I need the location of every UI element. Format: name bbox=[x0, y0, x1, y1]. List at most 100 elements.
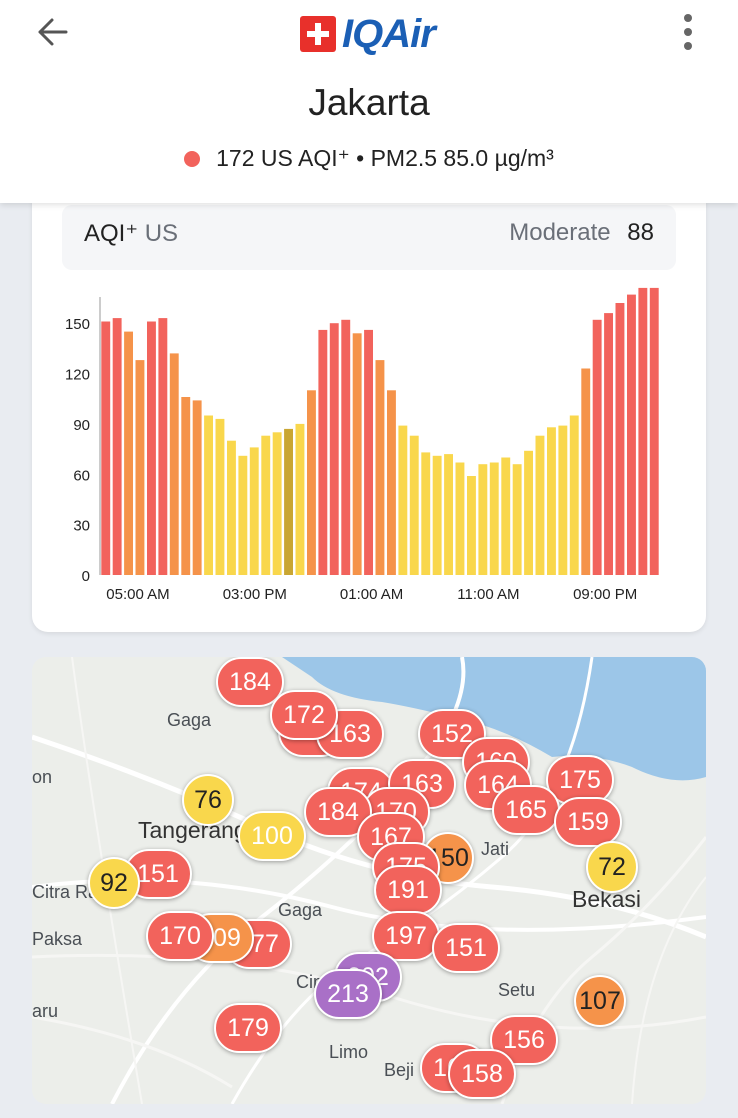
chart-bar[interactable] bbox=[215, 418, 225, 575]
aqi-station-marker[interactable]: 156 bbox=[490, 1015, 558, 1065]
chart-bar[interactable] bbox=[341, 319, 351, 575]
chart-bar[interactable] bbox=[467, 476, 476, 575]
chart-bar[interactable] bbox=[421, 452, 431, 575]
aqi-station-marker[interactable]: 100 bbox=[238, 811, 306, 861]
chart-bar[interactable] bbox=[169, 353, 179, 575]
aqi-station-marker[interactable]: 76 bbox=[182, 774, 234, 826]
chart-bar[interactable] bbox=[192, 400, 202, 575]
aqi-station-marker[interactable]: 107 bbox=[574, 975, 626, 1027]
chart-bar[interactable] bbox=[547, 427, 556, 575]
brand-name: IQAir bbox=[342, 11, 436, 56]
aqi-station-marker[interactable]: 165 bbox=[492, 785, 560, 835]
chart-bar[interactable] bbox=[649, 287, 659, 575]
x-tick-label: 09:00 PM bbox=[573, 586, 637, 603]
chart-bar[interactable] bbox=[261, 435, 271, 575]
chart-bar[interactable] bbox=[569, 415, 579, 576]
chart-bar[interactable] bbox=[364, 329, 373, 575]
chart-bar[interactable] bbox=[329, 323, 339, 575]
map-place-label: Limo bbox=[329, 1042, 369, 1062]
y-tick-label: 0 bbox=[82, 568, 90, 585]
chart-bar[interactable] bbox=[627, 294, 636, 575]
aqi-station-marker[interactable]: 184 bbox=[216, 657, 284, 707]
chart-bar[interactable] bbox=[524, 450, 533, 575]
map-place-label: on bbox=[32, 767, 53, 787]
y-tick-label: 90 bbox=[73, 417, 90, 434]
aqi-station-marker[interactable]: 158 bbox=[448, 1049, 516, 1099]
arrow-left-icon[interactable] bbox=[32, 12, 76, 52]
chart-bar[interactable] bbox=[101, 321, 111, 576]
y-tick-label: 120 bbox=[65, 367, 90, 384]
chart-bar[interactable] bbox=[112, 318, 122, 575]
chart-bar[interactable] bbox=[512, 464, 522, 575]
aqi-station-marker[interactable]: 191 bbox=[374, 865, 442, 915]
chart-bar[interactable] bbox=[227, 440, 236, 575]
chart-bar[interactable] bbox=[444, 454, 453, 575]
header: IQAir Jakarta 172 US AQI⁺ • PM2.5 85.0 µ… bbox=[0, 0, 738, 203]
chart-bar[interactable] bbox=[352, 333, 362, 575]
chart-bar[interactable] bbox=[581, 368, 591, 576]
aqi-station-marker[interactable]: 72 bbox=[586, 841, 638, 893]
chart-bar[interactable] bbox=[158, 318, 168, 575]
map-place-label: Jati bbox=[481, 839, 510, 859]
history-chart-card: AQI⁺ US Moderate 88 0 30 60 90 120 150 05:00 A… bbox=[32, 185, 706, 632]
aqi-unit: US bbox=[144, 220, 179, 247]
aqi-selector[interactable]: AQI⁺ US Moderate 88 bbox=[62, 205, 676, 270]
x-tick-label: 01:00 AM bbox=[340, 586, 403, 603]
chart-bar[interactable] bbox=[638, 287, 648, 575]
aqi-summary-text: 172 US AQI⁺ • PM2.5 85.0 µg/m³ bbox=[216, 145, 554, 171]
aqi-map[interactable]: Gaga Tangerang Citra Raya Paksa Gaga Jati Beka… bbox=[32, 657, 706, 1104]
chart-bar[interactable] bbox=[318, 329, 328, 575]
kebab-menu-icon[interactable] bbox=[670, 10, 706, 54]
aqi-station-marker[interactable]: 213 bbox=[314, 969, 382, 1019]
chart-bar[interactable] bbox=[478, 464, 488, 575]
aqi-station-marker[interactable]: 170 bbox=[146, 911, 214, 961]
chart-bar[interactable] bbox=[604, 313, 613, 575]
chart-bar[interactable] bbox=[501, 457, 511, 576]
chart-bar[interactable] bbox=[249, 447, 259, 575]
chart-bar[interactable] bbox=[147, 321, 156, 576]
city-title: Jakarta bbox=[308, 82, 430, 123]
chart-bar[interactable] bbox=[558, 425, 568, 575]
chart-bar[interactable] bbox=[432, 455, 442, 575]
swiss-flag-icon bbox=[300, 16, 336, 52]
chart-bar[interactable] bbox=[135, 360, 145, 575]
chart-bar[interactable] bbox=[124, 331, 133, 575]
y-tick-label: 150 bbox=[65, 316, 90, 333]
aqi-level: Moderate 88 bbox=[509, 219, 654, 247]
map-place-label: aru bbox=[32, 1001, 59, 1021]
chart-bar[interactable] bbox=[307, 390, 316, 575]
chart-bar[interactable] bbox=[295, 423, 305, 575]
chart-bar[interactable] bbox=[615, 303, 625, 575]
status-dot-icon bbox=[184, 150, 201, 167]
chart-bar[interactable] bbox=[238, 455, 248, 575]
chart-bar[interactable] bbox=[489, 462, 499, 576]
chart-bar[interactable] bbox=[284, 428, 293, 575]
aqi-station-marker[interactable]: 197 bbox=[372, 911, 440, 961]
chart-bar[interactable] bbox=[535, 435, 545, 575]
chart-bar[interactable] bbox=[181, 397, 191, 575]
chart-bar[interactable] bbox=[204, 415, 213, 576]
chart-bar[interactable] bbox=[398, 425, 408, 575]
aqi-level-value: 88 bbox=[627, 219, 654, 246]
aqi-station-marker[interactable]: 159 bbox=[554, 797, 622, 847]
map-place-label: Beji bbox=[384, 1060, 415, 1080]
aqi-station-marker[interactable]: 179 bbox=[214, 1003, 282, 1053]
map-place-label: Paksa bbox=[32, 929, 83, 949]
x-tick-label: 03:00 PM bbox=[223, 586, 287, 603]
aqi-bar-chart[interactable]: 0 30 60 90 120 150 05:00 AM 03:00 PM 01:00 AM 11:… bbox=[32, 185, 706, 632]
x-tick-label: 05:00 AM bbox=[106, 586, 169, 603]
chart-bar[interactable] bbox=[409, 435, 419, 575]
aqi-label-text: AQI⁺ bbox=[84, 220, 139, 247]
x-tick-label: 11:00 AM bbox=[457, 586, 519, 603]
chart-bar[interactable] bbox=[592, 319, 602, 575]
chart-bar[interactable] bbox=[455, 462, 465, 576]
aqi-station-marker[interactable]: 175 bbox=[546, 755, 614, 805]
aqi-station-marker[interactable]: 151 bbox=[432, 923, 500, 973]
aqi-station-marker[interactable]: 172 bbox=[270, 690, 338, 740]
chart-bar[interactable] bbox=[375, 360, 385, 575]
y-tick-label: 30 bbox=[73, 518, 90, 535]
chart-bar[interactable] bbox=[272, 432, 282, 575]
map-place-label: Setu bbox=[498, 980, 536, 1000]
chart-bar[interactable] bbox=[387, 390, 396, 575]
aqi-station-marker[interactable]: 92 bbox=[88, 857, 140, 909]
